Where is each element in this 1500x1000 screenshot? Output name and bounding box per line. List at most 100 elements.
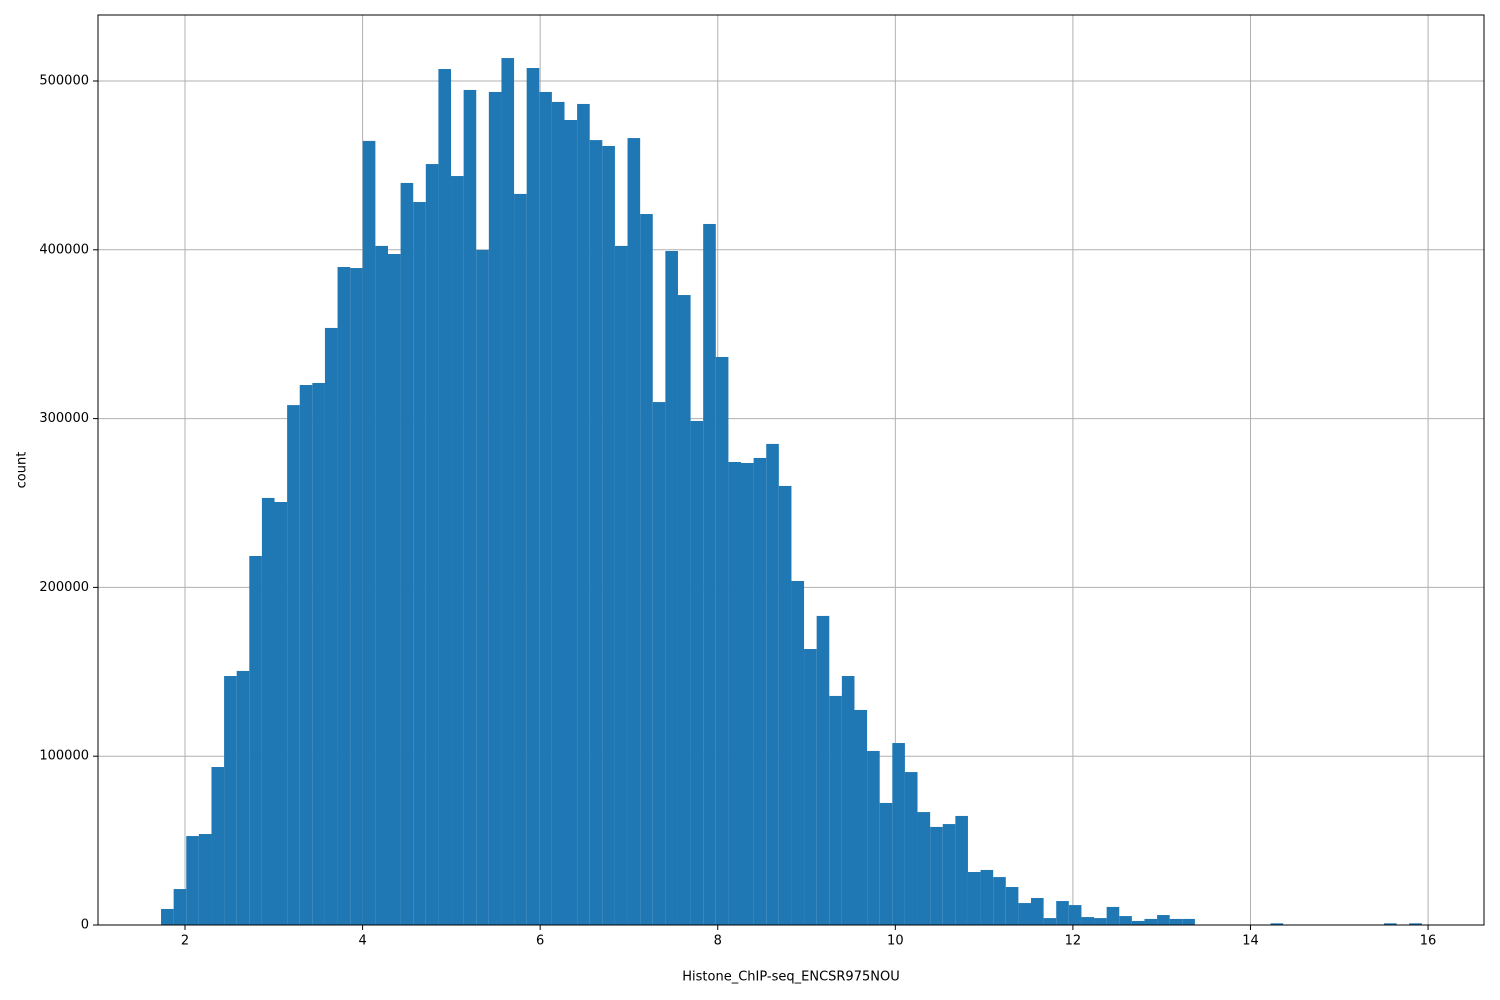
y-tick-label: 500000 xyxy=(39,74,89,89)
bar xyxy=(967,871,981,925)
bar xyxy=(993,877,1006,925)
y-tick-label: 400000 xyxy=(39,242,89,257)
bar xyxy=(728,461,742,925)
x-tick-label: 2 xyxy=(181,934,189,949)
bar xyxy=(829,695,842,925)
bar xyxy=(1270,923,1284,925)
bar xyxy=(261,497,275,925)
bar xyxy=(1131,920,1145,925)
bar xyxy=(904,772,918,925)
bar xyxy=(564,119,578,925)
bar xyxy=(1081,917,1095,925)
bar xyxy=(677,295,691,925)
bar xyxy=(488,91,502,926)
bar xyxy=(287,405,300,926)
bar xyxy=(1119,916,1132,925)
bar xyxy=(640,214,653,926)
bar xyxy=(274,501,288,925)
bar xyxy=(879,802,893,925)
bar xyxy=(1409,923,1422,925)
bar xyxy=(526,68,540,925)
bar xyxy=(652,402,666,925)
bar xyxy=(867,750,880,925)
bar xyxy=(362,140,376,925)
bar xyxy=(942,824,956,925)
bar xyxy=(438,69,452,926)
bar xyxy=(1106,906,1120,925)
bar xyxy=(224,676,237,925)
bar xyxy=(766,443,779,925)
bar xyxy=(1157,915,1170,925)
bar xyxy=(161,908,174,925)
bar xyxy=(1384,923,1397,925)
x-tick-label: 6 xyxy=(536,934,544,949)
bar xyxy=(778,485,792,925)
bar xyxy=(854,709,868,925)
bar xyxy=(249,556,262,925)
bar xyxy=(816,615,830,925)
y-tick-label: 300000 xyxy=(39,411,89,426)
bar xyxy=(539,91,552,926)
bar xyxy=(1169,918,1183,925)
bar xyxy=(211,767,225,925)
bar xyxy=(198,834,212,925)
bar xyxy=(753,457,767,925)
bar xyxy=(1144,918,1158,925)
x-tick-label: 10 xyxy=(887,934,904,949)
bar xyxy=(299,385,313,925)
bar xyxy=(577,103,590,925)
bar xyxy=(173,889,187,925)
bar xyxy=(551,101,565,925)
bar xyxy=(476,249,489,926)
bar xyxy=(324,327,338,925)
y-axis-label: count xyxy=(15,452,30,489)
bar xyxy=(980,869,994,925)
bar xyxy=(1030,897,1044,925)
bar xyxy=(589,140,603,925)
bar xyxy=(791,580,805,925)
bar xyxy=(841,676,855,925)
bar xyxy=(463,89,477,925)
bar xyxy=(186,836,199,925)
bar xyxy=(627,138,641,926)
bar xyxy=(1043,918,1057,925)
y-tick-label: 0 xyxy=(81,918,89,933)
x-tick-label: 12 xyxy=(1065,934,1082,949)
bar xyxy=(892,743,905,925)
bar xyxy=(413,202,426,925)
bar xyxy=(917,812,931,925)
bar xyxy=(1056,901,1069,925)
bar xyxy=(501,58,515,926)
bar xyxy=(400,182,414,925)
bar xyxy=(1094,918,1107,925)
bar xyxy=(312,382,325,926)
x-tick-label: 16 xyxy=(1420,934,1437,949)
bar xyxy=(1005,887,1019,925)
bar xyxy=(451,176,464,926)
bar xyxy=(337,267,351,925)
y-tick-label: 200000 xyxy=(39,580,89,595)
bar xyxy=(1182,918,1195,925)
bar xyxy=(955,815,968,925)
bar xyxy=(804,649,817,925)
bar xyxy=(741,462,754,925)
plot-frame xyxy=(97,14,1485,926)
bar xyxy=(425,164,439,925)
x-tick-label: 8 xyxy=(714,934,722,949)
bar xyxy=(514,193,527,925)
x-tick-label: 14 xyxy=(1242,934,1259,949)
bar xyxy=(387,254,401,926)
bar xyxy=(375,245,388,925)
y-tick-label: 100000 xyxy=(39,749,89,764)
bar xyxy=(236,670,250,925)
bar xyxy=(614,245,628,925)
bar xyxy=(602,145,615,926)
x-axis-label: Histone_ChIP-seq_ENCSR975NOU xyxy=(682,970,899,985)
bar xyxy=(715,356,729,925)
bar xyxy=(665,250,678,926)
bar xyxy=(690,420,704,925)
bar xyxy=(1068,905,1082,925)
bar xyxy=(350,268,363,925)
bar xyxy=(930,826,943,925)
